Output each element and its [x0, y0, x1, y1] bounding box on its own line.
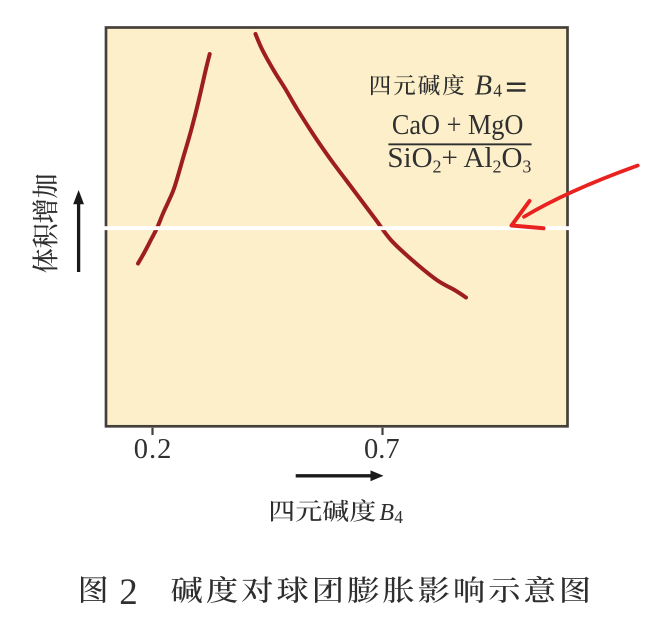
- svg-text:0.7: 0.7: [364, 434, 400, 465]
- svg-text:B: B: [379, 500, 394, 526]
- svg-text:0.2: 0.2: [134, 434, 173, 465]
- svg-text:CaO + MgO: CaO + MgO: [392, 110, 524, 141]
- svg-text:+ Al: + Al: [442, 142, 493, 174]
- svg-text:SiO: SiO: [387, 142, 432, 174]
- svg-text:B: B: [475, 70, 492, 101]
- svg-text:2: 2: [493, 157, 502, 177]
- svg-text:3: 3: [522, 157, 531, 177]
- svg-text:4: 4: [394, 507, 403, 527]
- svg-text:4: 4: [493, 80, 502, 100]
- svg-text:2: 2: [119, 572, 138, 613]
- svg-text:O: O: [502, 142, 523, 174]
- svg-text:2: 2: [433, 157, 442, 177]
